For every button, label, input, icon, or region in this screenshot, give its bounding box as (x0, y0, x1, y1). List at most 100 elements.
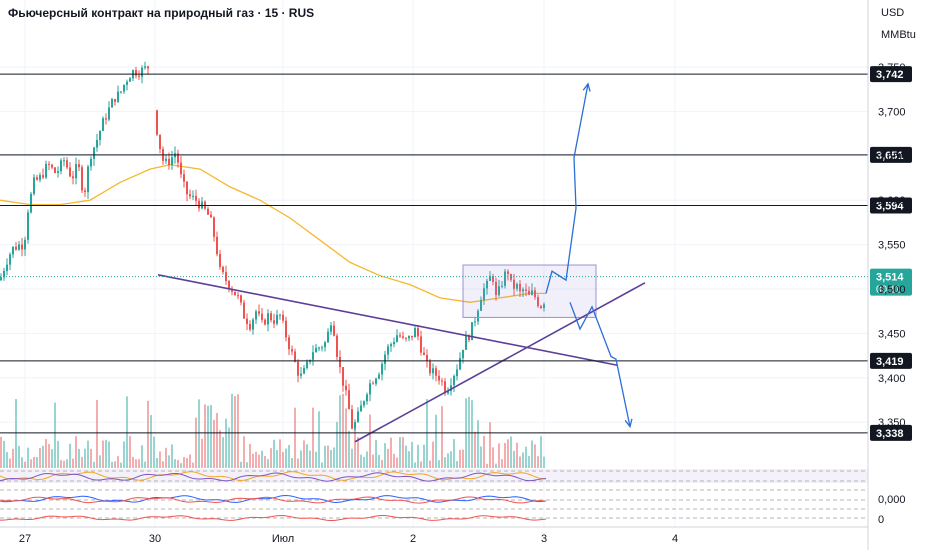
current-price-tag (870, 268, 912, 296)
volume-bar (48, 444, 50, 468)
candle-body (168, 158, 170, 166)
volume-bar (525, 446, 527, 468)
volume-bar (543, 456, 545, 468)
volume-bar (330, 449, 332, 468)
price-tick-label: 3,750 (878, 62, 906, 74)
candle-body (462, 349, 464, 359)
candle-body (351, 409, 353, 429)
volume-bar (177, 459, 179, 468)
time-tick-label: 4 (672, 533, 678, 545)
candle-body (411, 335, 413, 338)
candle-body (90, 158, 92, 167)
candle-body (333, 325, 335, 336)
candle-body (255, 311, 257, 320)
volume-bar (6, 452, 8, 468)
volume-bar (273, 439, 275, 468)
candle-body (342, 367, 344, 386)
time-tick-label: 27 (19, 533, 31, 545)
volume-bar (378, 454, 380, 468)
volume-bar (21, 457, 23, 468)
trend-lines[interactable] (157, 274, 646, 443)
candle-body (258, 311, 260, 314)
volume-bar (333, 447, 335, 468)
volume-bar (42, 445, 44, 468)
candle-body (141, 67, 143, 77)
candle-body (474, 321, 476, 323)
candle-body (303, 368, 305, 374)
time-tick-label: 30 (149, 533, 161, 545)
chart-title: Фьючерсный контракт на природный газ · 1… (8, 6, 314, 20)
price-axis[interactable]: 3,750 3,700 3,650 3,600 3,550 3,500 3,450 3,400… (878, 62, 906, 429)
candle-body (138, 75, 140, 77)
candle-body (60, 160, 62, 172)
candle-body (312, 352, 314, 360)
volume-bar (399, 437, 401, 468)
volume-bar (243, 436, 245, 468)
range-box[interactable] (462, 264, 597, 318)
candle-body (423, 352, 425, 355)
time-axis[interactable]: 27 30 Июл 2 3 4 (19, 533, 678, 545)
price-tick-label: 3,400 (878, 373, 906, 385)
volume-bar (513, 450, 515, 468)
candle-body (159, 134, 161, 150)
projection-arrow-down (569, 302, 631, 427)
candle-body (96, 139, 98, 148)
volume-bar (321, 462, 323, 468)
volume-bar (96, 399, 98, 468)
volume-bar (366, 451, 368, 468)
candle-body (414, 328, 416, 338)
volume-bar (483, 436, 485, 468)
volume-bar (360, 454, 362, 468)
candle-body (147, 66, 149, 69)
currency-label[interactable]: USD (881, 7, 904, 19)
moving-average-line (0, 164, 546, 303)
volume-bar (300, 450, 302, 468)
candle-body (297, 361, 299, 376)
candle-body (249, 324, 251, 330)
candle-body (306, 361, 308, 369)
volume-bar (447, 453, 449, 468)
volume-bar (411, 441, 413, 468)
candle-body (177, 153, 179, 163)
volume-bar (339, 395, 341, 468)
volume-bar (510, 436, 512, 468)
volume-bar (225, 418, 227, 468)
volume-bar (252, 453, 254, 468)
candle-body (435, 368, 437, 376)
volume-bar (294, 407, 296, 468)
candle-body (531, 290, 533, 295)
candle-body (300, 373, 302, 376)
candle-body (336, 335, 338, 358)
candle-body (441, 380, 443, 382)
candle-body (12, 246, 14, 255)
volume-bar (66, 459, 68, 468)
unit-label[interactable]: MMBtu (881, 29, 916, 41)
candle-body (69, 167, 71, 177)
projection-arrows[interactable] (545, 82, 633, 429)
candle-body (315, 347, 317, 353)
ma-line (0, 164, 546, 303)
volume-bar (171, 444, 173, 468)
volume-bar (261, 450, 263, 468)
candle-body (477, 310, 479, 322)
volume-bar (381, 459, 383, 468)
volume-bar (318, 411, 320, 468)
time-tick-label: Июл (272, 533, 294, 545)
volume-bar (384, 443, 386, 468)
volume-bar (198, 399, 200, 468)
candle-body (42, 175, 44, 178)
volume-bar (501, 459, 503, 468)
candle-body (219, 254, 221, 267)
volume-bar (204, 404, 206, 468)
level-tag-label: 3,419 (876, 356, 904, 368)
volume-bar (51, 449, 53, 468)
candle-body (489, 276, 491, 281)
volume-bar (189, 454, 191, 468)
volume-bar (90, 448, 92, 468)
candle-body (234, 291, 236, 296)
projection-arrow-up (545, 83, 589, 294)
volume-bar (363, 456, 365, 468)
volume-bar (210, 405, 212, 468)
